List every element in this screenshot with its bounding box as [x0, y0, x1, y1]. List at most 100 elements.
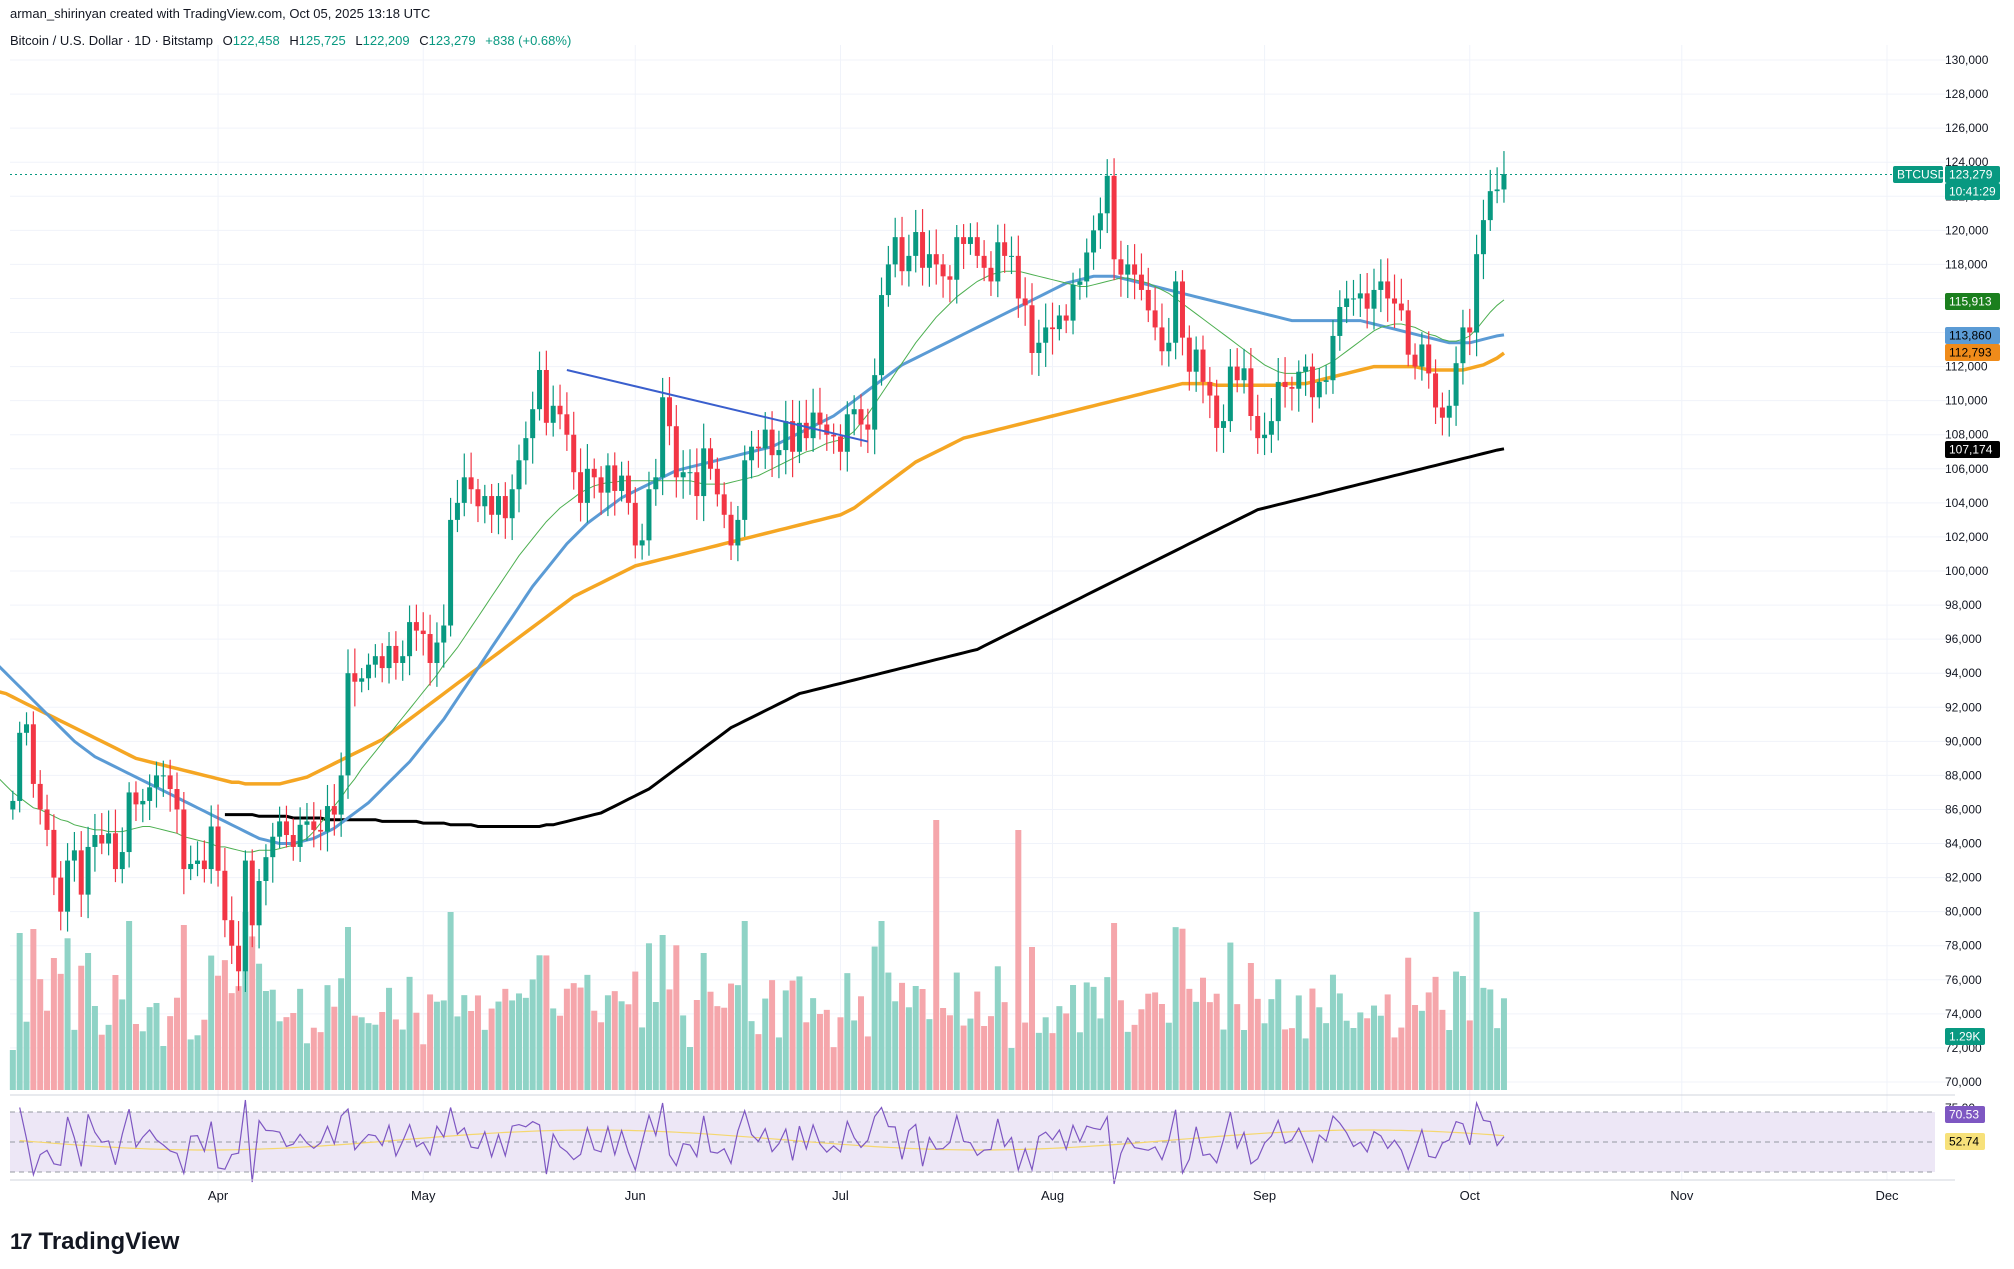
volume-bar: [1206, 1002, 1213, 1090]
volume-bar: [283, 1017, 290, 1090]
candle-body: [372, 656, 378, 665]
volume-bar: [1487, 989, 1494, 1090]
volume-bar: [981, 1026, 988, 1090]
candle-body: [612, 465, 618, 491]
volume-bar: [379, 1012, 386, 1090]
candle-body: [270, 836, 276, 858]
candle-body: [1392, 298, 1398, 304]
badge-volume-bg: [1945, 1028, 1985, 1045]
candle-body: [605, 465, 611, 493]
volume-bar: [502, 988, 509, 1090]
candle-body: [653, 477, 659, 490]
candle-body: [947, 276, 953, 280]
logo-text: TradingView: [38, 1228, 180, 1255]
price-tick-label: 106,000: [1945, 462, 1989, 476]
candle-body: [1207, 381, 1213, 396]
candle-body: [1043, 327, 1049, 343]
candle-body: [988, 267, 994, 282]
time-axis[interactable]: Apr May Jun Jul Aug Sep Oct Nov Dec: [208, 1188, 1899, 1203]
candle-body: [283, 821, 289, 836]
volume-bar: [1268, 999, 1275, 1090]
volume-bar: [1412, 1005, 1419, 1090]
time-tick-label: Dec: [1875, 1188, 1899, 1203]
price-tick-label: 82,000: [1945, 871, 1982, 885]
volume-bar: [864, 1036, 871, 1090]
volume-bar: [160, 1046, 167, 1090]
price-tick-label: 100,000: [1945, 564, 1989, 578]
volume-bar: [1316, 1007, 1323, 1090]
volume-bar: [1076, 1032, 1083, 1090]
tradingview-logo[interactable]: 17 TradingView: [10, 1228, 179, 1256]
price-tick-label: 130,000: [1945, 53, 1989, 67]
open-value: 122,458: [232, 33, 280, 48]
candle-body: [584, 468, 590, 503]
volume-bar: [474, 995, 481, 1090]
candle-body: [967, 237, 973, 244]
volume-bar: [611, 991, 618, 1090]
candle-body: [1091, 230, 1097, 253]
candle-body: [1015, 255, 1021, 299]
price-tick-label: 78,000: [1945, 939, 1982, 953]
volume-bar: [987, 1016, 994, 1090]
candle-body: [899, 237, 905, 272]
badge-rsi: 70.53: [1949, 1108, 1979, 1122]
volume-bar: [1336, 993, 1343, 1090]
candle-body: [1145, 289, 1151, 311]
candle-body: [530, 409, 536, 439]
candle-body: [851, 409, 857, 415]
candle-body: [1200, 349, 1206, 382]
volume-bar: [1158, 1004, 1165, 1090]
volume-bar: [372, 1024, 379, 1090]
candle-body: [386, 645, 392, 669]
volume-bar: [789, 980, 796, 1090]
volume-bar: [290, 1013, 297, 1090]
price-tick-label: 102,000: [1945, 530, 1989, 544]
volume-bar: [680, 1015, 687, 1090]
trendline[interactable]: [10, 173, 1895, 443]
candle-body: [810, 412, 816, 439]
time-tick-label: May: [411, 1188, 436, 1203]
candle-body: [926, 254, 932, 268]
candle-body: [995, 242, 1001, 282]
candle-body: [550, 405, 556, 423]
candle-body: [24, 724, 30, 733]
price-chart[interactable]: 70,00072,00074,00076,00078,00080,00082,0…: [0, 0, 2014, 1220]
candle-body: [1111, 175, 1117, 260]
volume-bar: [1104, 977, 1111, 1090]
price-tick-label: 108,000: [1945, 428, 1989, 442]
symbol-legend[interactable]: Bitcoin / U.S. Dollar · 1D · Bitstamp O1…: [10, 33, 571, 48]
candle-body: [454, 502, 460, 520]
volume-bar: [1152, 992, 1159, 1090]
volume-bar: [734, 985, 741, 1090]
candle-body: [242, 860, 248, 972]
candle-body: [1008, 255, 1014, 257]
ma-black-line: [224, 447, 1505, 828]
volume-bar: [249, 936, 256, 1090]
candle-body: [885, 264, 891, 296]
volume-bar: [1200, 977, 1206, 1090]
candle-body: [1467, 327, 1473, 333]
volume-bar: [1494, 1028, 1501, 1090]
candle-body: [762, 429, 768, 449]
volume-bar: [509, 1000, 516, 1090]
candle-body: [1221, 421, 1227, 428]
volume-bar: [871, 946, 878, 1090]
volume-bar: [276, 1021, 283, 1090]
price-tick-label: 94,000: [1945, 666, 1982, 680]
volume-bar: [967, 1018, 974, 1090]
price-axis[interactable]: 70,00072,00074,00076,00078,00080,00082,0…: [1945, 53, 1989, 1115]
candle-body: [236, 945, 242, 972]
badge-ma-green-bg: [1945, 293, 2000, 310]
candle-body: [776, 450, 782, 456]
volume-bar: [755, 1034, 762, 1090]
volume-bar: [953, 972, 960, 1090]
candle-body: [119, 852, 125, 870]
candle-body: [1234, 366, 1240, 381]
symbol-description: Bitcoin / U.S. Dollar · 1D · Bitstamp: [10, 33, 213, 48]
badge-ma-black: 107,174: [1949, 443, 1993, 457]
volume-bar: [262, 991, 269, 1090]
candle-body: [619, 475, 625, 491]
volume-bar: [37, 979, 44, 1090]
volume-bar: [1247, 963, 1254, 1090]
candle-body: [920, 232, 926, 268]
